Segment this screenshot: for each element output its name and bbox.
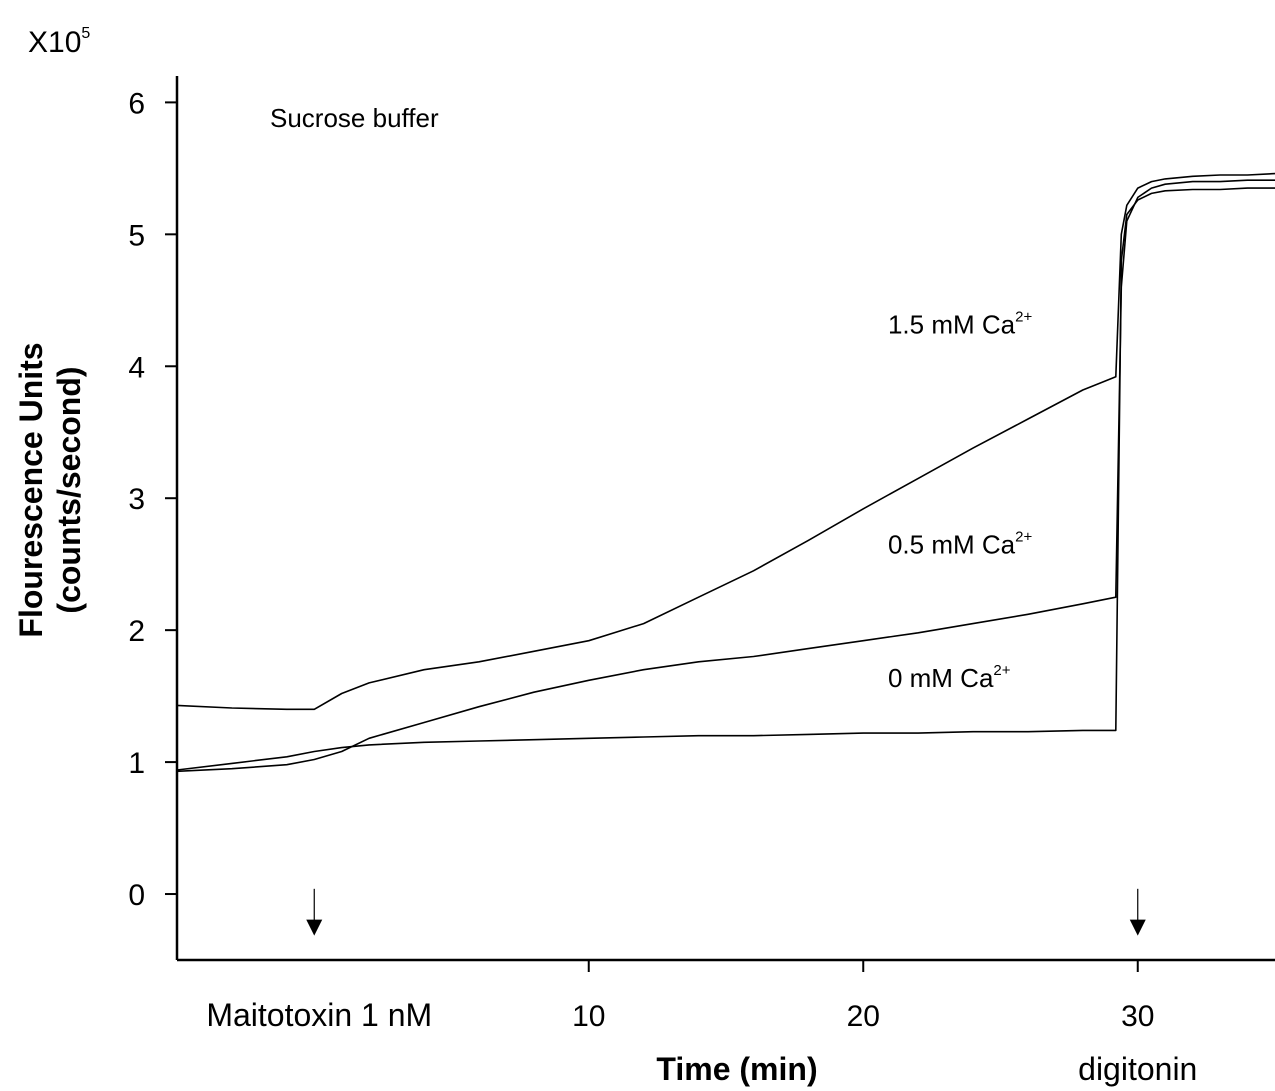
series-label-2: 0 mM Ca2+ — [888, 662, 1011, 693]
x-axis-title: Time (min) — [656, 1051, 817, 1087]
y-axis-title-units: (counts/second) — [51, 366, 87, 613]
x-tick-label: 10 — [572, 1000, 605, 1033]
event-markers: Maitotoxin 1 nM digitonin — [206, 888, 1197, 1087]
y-tick-label: 0 — [128, 879, 145, 912]
y-ticks: 0 1 2 3 4 5 6 — [128, 87, 177, 912]
y-axis-title: Flourescence Units — [13, 342, 49, 637]
series-labels: 1.5 mM Ca2+ 0.5 mM Ca2+ 0 mM Ca2+ — [888, 308, 1032, 693]
y-tick-label: 5 — [128, 219, 145, 252]
series-line-2 — [176, 187, 1275, 771]
condition-label: Sucrose buffer — [270, 103, 439, 133]
x-ticks: 10 20 30 — [572, 960, 1154, 1033]
arrow-down-icon — [1129, 919, 1146, 936]
y-tick-label: 4 — [128, 351, 145, 384]
arrow-down-icon — [306, 919, 323, 936]
series-label-0: 1.5 mM Ca2+ — [888, 308, 1032, 339]
y-multiplier: X105 — [28, 25, 90, 59]
y-multiplier-exp: 5 — [81, 25, 90, 42]
series-label-1: 0.5 mM Ca2+ — [888, 529, 1032, 560]
y-tick-label: 3 — [128, 483, 145, 516]
y-tick-label: 6 — [128, 87, 145, 120]
series-lines — [176, 172, 1275, 773]
marker-label: digitonin — [1078, 1051, 1197, 1087]
x-tick-label: 20 — [847, 1000, 880, 1033]
series-line-1 — [176, 179, 1275, 773]
y-tick-label: 1 — [128, 747, 145, 780]
y-tick-label: 2 — [128, 615, 145, 648]
marker-label: Maitotoxin 1 nM — [206, 997, 432, 1033]
x-tick-label: 30 — [1121, 1000, 1154, 1033]
series-line-0 — [176, 172, 1275, 711]
